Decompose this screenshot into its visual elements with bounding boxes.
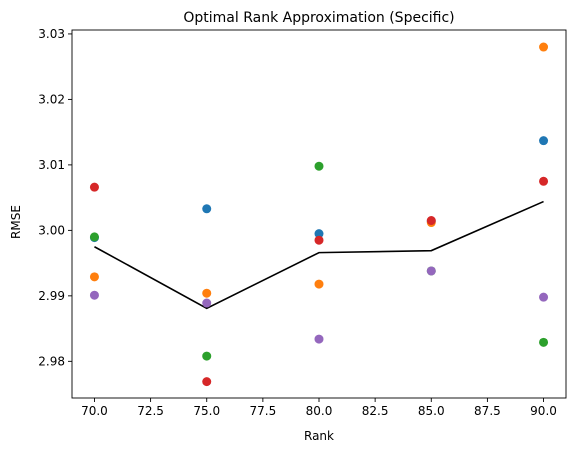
data-point bbox=[202, 204, 212, 214]
data-point bbox=[89, 182, 99, 192]
y-tick-label: 2.98 bbox=[38, 354, 65, 368]
y-tick-label: 3.02 bbox=[38, 92, 65, 106]
data-point bbox=[314, 235, 324, 245]
y-tick-label: 3.00 bbox=[38, 223, 65, 237]
data-point bbox=[314, 161, 324, 171]
data-point bbox=[539, 42, 549, 52]
data-point bbox=[314, 229, 324, 239]
mean-line bbox=[94, 200, 544, 310]
x-tick-label: 72.5 bbox=[137, 404, 164, 418]
x-tick-label: 82.5 bbox=[362, 404, 389, 418]
x-tick-label: 85.0 bbox=[418, 404, 445, 418]
x-axis-label: Rank bbox=[304, 429, 334, 443]
y-tick-label: 3.01 bbox=[38, 158, 65, 172]
y-tick-label: 2.99 bbox=[38, 289, 65, 303]
data-point bbox=[539, 176, 549, 186]
x-tick-label: 90.0 bbox=[530, 404, 557, 418]
data-point bbox=[89, 232, 99, 242]
data-point bbox=[539, 136, 549, 146]
chart-title: Optimal Rank Approximation (Specific) bbox=[183, 10, 454, 26]
x-tick-label: 87.5 bbox=[474, 404, 501, 418]
data-point bbox=[202, 351, 212, 361]
data-point bbox=[314, 279, 324, 289]
data-point bbox=[314, 334, 324, 344]
data-point bbox=[89, 290, 99, 300]
data-point bbox=[426, 266, 436, 276]
data-point bbox=[539, 337, 549, 347]
data-point bbox=[202, 288, 212, 298]
x-tick-label: 77.5 bbox=[250, 404, 277, 418]
data-point bbox=[202, 298, 212, 308]
x-tick-label: 75.0 bbox=[193, 404, 220, 418]
data-point bbox=[426, 216, 436, 226]
data-point bbox=[202, 377, 212, 387]
y-tick-label: 3.03 bbox=[38, 27, 65, 41]
y-axis-label: RMSE bbox=[9, 205, 23, 239]
x-tick-label: 80.0 bbox=[306, 404, 333, 418]
data-point bbox=[539, 292, 549, 302]
x-tick-label: 70.0 bbox=[81, 404, 108, 418]
data-point bbox=[89, 272, 99, 282]
